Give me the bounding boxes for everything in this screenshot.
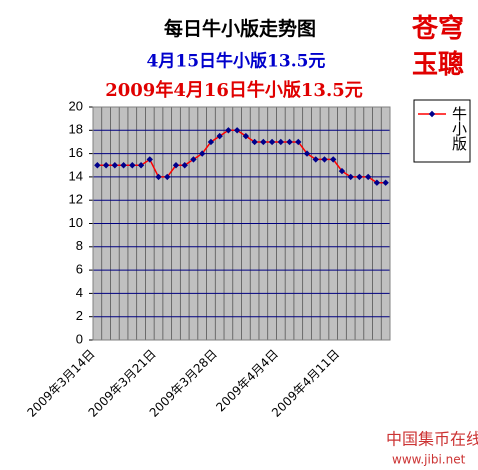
data-point [190,156,197,163]
data-point [356,173,363,181]
x-tick-label: 2009年3月28日 [147,347,220,420]
y-tick-label: 8 [76,238,83,253]
y-tick-label: 18 [69,122,83,137]
data-point [155,173,162,181]
series-line [97,129,386,184]
data-point [268,138,276,146]
data-point [120,162,127,169]
data-point [338,167,346,175]
data-point [242,132,250,140]
data-point [303,150,311,157]
watermark-url: www.jibi.net [392,453,466,467]
data-point [225,127,232,134]
y-tick-label: 14 [69,168,83,183]
plot-frame [92,106,391,341]
annotation: 玉聰 [412,49,464,80]
y-tick-label: 10 [69,215,83,230]
data-point [94,162,101,169]
data-point [373,179,381,186]
y-tick-label: 0 [76,331,83,346]
data-point [181,162,188,169]
data-point [198,150,206,157]
y-tick-label: 6 [76,262,83,277]
data-point [172,162,180,169]
data-point [111,162,119,169]
y-tick-label: 12 [69,192,83,207]
data-point [286,138,293,146]
data-point [164,173,171,181]
x-tick-label: 2009年4月4日 [213,347,281,415]
watermark-name: 中国集币在线 [386,430,478,449]
chart-subtitle: 4月15日牛小版13.5元 [147,51,326,72]
y-tick-label: 2 [76,308,83,323]
data-point [207,138,215,146]
data-point [277,138,285,146]
data-point [321,156,328,163]
data-point [347,173,354,181]
data-point [216,132,223,140]
y-tick-label: 4 [76,285,83,300]
data-point [260,138,267,146]
data-point [364,173,372,181]
legend-label: 牛小版 [450,106,468,152]
y-tick-label: 20 [69,98,83,113]
data-point [251,138,258,146]
data-point [129,162,136,169]
data-point [295,138,302,146]
legend-marker [428,110,436,118]
data-point [137,162,145,169]
data-point [146,156,153,163]
data-point [102,162,110,169]
data-point [330,156,337,163]
chart-subtitle: 2009年4月16日牛小版13.5元 [105,79,363,101]
y-tick-label: 16 [69,145,83,160]
annotation: 苍穹 [411,13,464,44]
data-point [382,179,389,186]
chart-title: 每日牛小版走势图 [164,17,316,40]
legend-box [413,99,471,163]
x-tick-label: 2009年4月11日 [269,347,342,420]
data-point [312,156,319,163]
data-point [233,127,241,134]
